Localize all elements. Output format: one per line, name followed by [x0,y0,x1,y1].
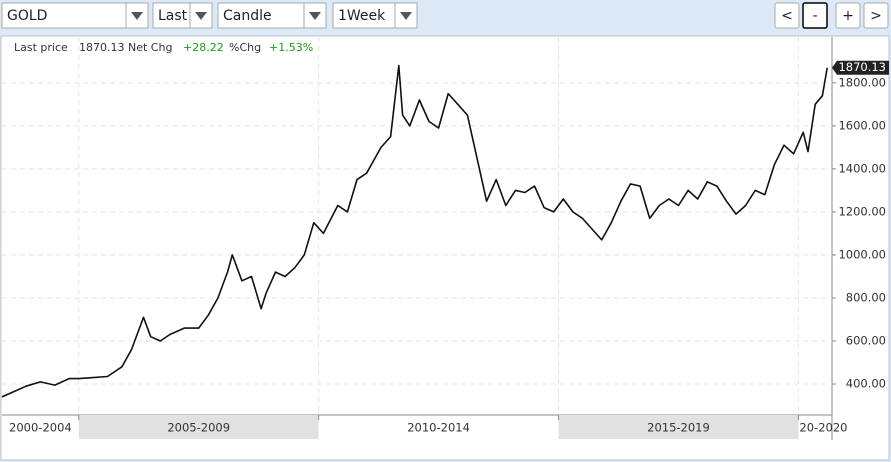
period-label: 2010-2014 [407,421,470,435]
nav-buttons: < - + > [774,2,889,29]
period-label: 20-2020 [799,421,847,435]
nav-button[interactable] [863,2,889,29]
y-tick-label: 1000.00 [838,247,886,261]
nav-button[interactable] [835,2,861,29]
nav-button[interactable] [802,2,828,29]
pct-chg-label: %Chg [229,41,261,54]
y-tick-label: 1800.00 [838,75,886,89]
interval: 1Week [338,8,386,24]
y-tick-label: 1600.00 [838,118,886,132]
price-line [1,64,828,398]
period-label: 2015-2019 [647,421,710,435]
nav-button-label: - [812,8,817,24]
symbol-select[interactable] [1,2,149,29]
symbol: GOLD [7,8,47,24]
y-tick-label: 400.00 [846,377,886,391]
y-tick-label: 800.00 [846,290,886,304]
last-price-label: Last price [14,41,68,54]
style-select[interactable] [217,2,327,29]
nav-button-label: + [842,8,854,24]
info: Last price 1870.13 Net Chg +28.22 %Chg +… [14,41,313,54]
nav-button[interactable] [774,2,800,29]
net-chg-label: Net Chg [128,41,172,54]
y-tick-label: 1400.00 [838,161,886,175]
period-label: 2000-2004 [9,421,72,435]
chart-panel [0,35,890,461]
last-price-tag [832,60,889,75]
net-chg: +28.22 [183,41,224,54]
field: Last [158,8,188,24]
y-tick-label: 1200.00 [838,204,886,218]
last-price-tag-label: 1870.13 [838,60,886,74]
period-band [78,415,319,439]
y-tick-label: 600.00 [846,333,886,347]
toolbar: GOLD Last Candle 1Week [1,2,418,29]
nav-button-label: > [870,8,882,24]
pct-chg: +1.53% [269,41,313,54]
period-label: 2005-2009 [167,421,230,435]
nav-button-label: < [781,8,793,24]
last-price: 1870.13 [79,41,125,54]
period-band [558,415,799,439]
style: Candle [223,8,272,24]
